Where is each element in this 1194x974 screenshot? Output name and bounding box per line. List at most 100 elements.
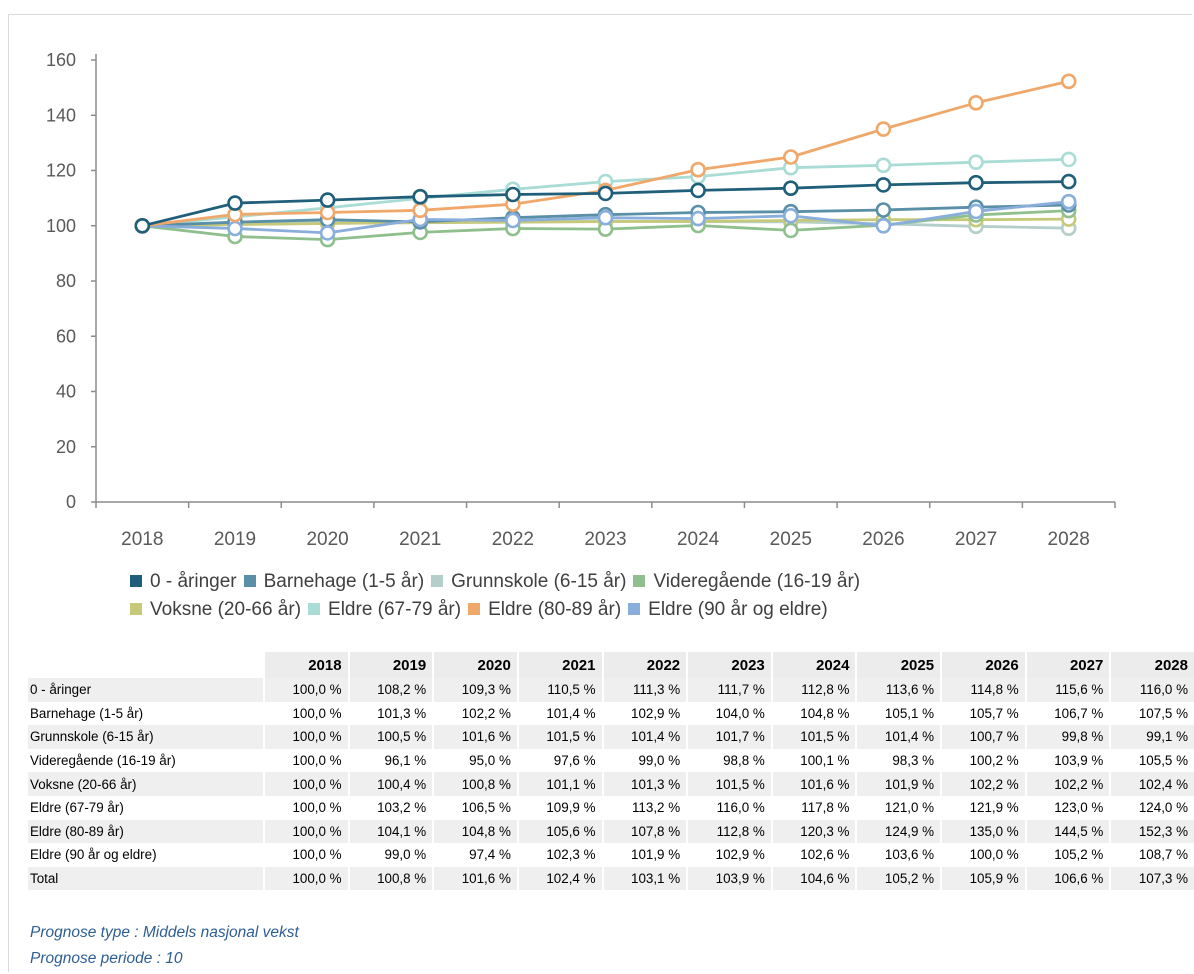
table-column-header: 2027 bbox=[1024, 652, 1111, 678]
table-cell: 101,4 % bbox=[516, 701, 603, 726]
table-cell: 104,8 % bbox=[770, 701, 857, 726]
data-point bbox=[1060, 173, 1077, 190]
table-cell: 101,5 % bbox=[686, 772, 772, 796]
table-cell: 100,8 % bbox=[432, 772, 518, 796]
data-point bbox=[690, 161, 706, 178]
legend-label: Eldre (67-79 år) bbox=[328, 599, 462, 620]
table-cell: 102,9 % bbox=[601, 701, 688, 726]
series-line bbox=[142, 79, 1070, 228]
x-tick-label: 2027 bbox=[955, 529, 997, 550]
table-row-label: 0 - åringer bbox=[28, 678, 264, 702]
data-point bbox=[875, 218, 892, 234]
data-point bbox=[968, 174, 984, 191]
table-cell: 100,8 % bbox=[347, 866, 434, 891]
table-column-header: 2026 bbox=[940, 652, 1026, 678]
table-cell: 113,6 % bbox=[855, 678, 942, 702]
data-point bbox=[134, 218, 151, 234]
table-cell: 108,2 % bbox=[347, 678, 434, 702]
legend-swatch bbox=[243, 575, 256, 587]
table-cell: 120,3 % bbox=[770, 819, 857, 844]
data-point bbox=[505, 186, 521, 203]
table-cell: 101,5 % bbox=[516, 725, 603, 749]
table-cell: 116,0 % bbox=[1109, 678, 1194, 702]
table-cell: 107,8 % bbox=[601, 819, 688, 844]
table-cell: 121,9 % bbox=[940, 795, 1026, 820]
legend-item: Eldre (90 år og eldre) bbox=[628, 596, 828, 624]
data-point bbox=[1060, 193, 1077, 210]
table-column-header: 2018 bbox=[262, 652, 349, 678]
table-row-label: Grunnskole (6-15 år) bbox=[28, 725, 264, 749]
table-row-label: Eldre (67-79 år) bbox=[30, 800, 124, 816]
data-point bbox=[227, 195, 243, 211]
table-cell: 100,5 % bbox=[347, 725, 434, 749]
table-cell: 100,7 % bbox=[940, 725, 1026, 749]
table-cell: 97,6 % bbox=[516, 748, 603, 773]
table-cell: 100,1 % bbox=[770, 748, 857, 773]
table-cell: 100,0 % bbox=[262, 772, 349, 796]
data-point bbox=[782, 180, 799, 196]
data-point bbox=[319, 192, 336, 208]
x-tick-label: 2019 bbox=[214, 529, 256, 550]
table-cell: 101,6 % bbox=[770, 772, 857, 796]
table-cell: 101,3 % bbox=[601, 772, 688, 796]
legend-label: Barnehage (1-5 år) bbox=[263, 571, 425, 592]
table-header-row: 2018 2019 2020 2021 2022 2023 2024 2025 2026 2027… bbox=[28, 652, 1194, 678]
table-cell: 101,5 % bbox=[770, 725, 857, 749]
table-column-header: 2021 bbox=[516, 652, 603, 678]
table-cell: 116,0 % bbox=[686, 795, 772, 820]
legend-swatch bbox=[130, 603, 142, 615]
data-point bbox=[875, 202, 892, 218]
table-cell: 104,6 % bbox=[770, 866, 857, 891]
data-point bbox=[875, 121, 892, 137]
table-cell: 100,0 % bbox=[262, 678, 349, 702]
table-cell: 105,7 % bbox=[940, 701, 1026, 726]
table-cell: 102,2 % bbox=[432, 701, 518, 726]
table-cell: 106,6 % bbox=[1024, 866, 1111, 891]
table-cell: 100,0 % bbox=[262, 819, 349, 844]
data-point bbox=[968, 154, 984, 170]
table-cell: 117,8 % bbox=[770, 795, 857, 820]
table-column-header: 2028 bbox=[1109, 652, 1194, 678]
prognose-info: Prognose type : Middels nasjonal vekst P… bbox=[30, 920, 299, 972]
table-cell: 105,5 % bbox=[1109, 748, 1194, 773]
data-point bbox=[412, 202, 429, 219]
y-tick-label: 140 bbox=[46, 105, 76, 125]
y-tick-label: 120 bbox=[46, 161, 76, 181]
table-cell: 112,8 % bbox=[770, 678, 857, 702]
table-row: 0 - åringer 100,0 % 108,2 % 109,3 % 110,5 % 1… bbox=[28, 678, 1194, 702]
table-cell: 101,1 % bbox=[516, 772, 603, 796]
table-column-header: 2023 bbox=[686, 652, 772, 678]
table-cell: 114,8 % bbox=[940, 678, 1026, 702]
x-tick-label: 2028 bbox=[1048, 529, 1090, 550]
table-cell: 108,7 % bbox=[1109, 843, 1194, 867]
line-chart: 0 20 40 60 80 100 120 140 160 2018 2019 2020 2021 202… bbox=[46, 50, 1116, 550]
legend-item: 0 - åringer bbox=[130, 568, 237, 596]
table-cell: 115,6 % bbox=[1024, 678, 1111, 702]
data-point bbox=[1060, 73, 1077, 90]
data-point bbox=[319, 204, 336, 221]
legend-label: Eldre (90 år og eldre) bbox=[648, 599, 828, 620]
legend-item: Eldre (80-89 år) bbox=[468, 596, 621, 624]
x-tick-label: 2025 bbox=[770, 529, 812, 550]
table-corner bbox=[28, 652, 264, 678]
table-cell: 95,0 % bbox=[432, 748, 518, 773]
table-cell: 101,7 % bbox=[686, 725, 772, 749]
data-point bbox=[968, 203, 984, 220]
table-cell: 101,4 % bbox=[855, 725, 942, 749]
legend-item: Barnehage (1-5 år) bbox=[243, 568, 425, 596]
table-cell: 104,1 % bbox=[347, 819, 434, 844]
table-cell: 109,3 % bbox=[432, 678, 518, 702]
table-cell: 102,6 % bbox=[770, 843, 857, 867]
x-tick-label: 2024 bbox=[677, 529, 720, 550]
table-row-label: Voksne (20-66 år) bbox=[28, 772, 264, 796]
x-tick-label: 2018 bbox=[121, 529, 163, 550]
data-table: 2018 2019 2020 2021 2022 2023 2024 2025 2026 2027… bbox=[28, 652, 1194, 891]
legend-label: Grunnskole (6-15 år) bbox=[451, 571, 627, 592]
table-cell: 103,2 % bbox=[347, 795, 434, 820]
table-cell: 98,8 % bbox=[686, 748, 772, 773]
data-point bbox=[782, 208, 799, 224]
table-row-label: Eldre (80-89 år) bbox=[28, 819, 264, 844]
data-point bbox=[505, 212, 521, 229]
x-tick-label: 2021 bbox=[399, 529, 441, 550]
table-cell: 102,2 % bbox=[1024, 772, 1111, 796]
